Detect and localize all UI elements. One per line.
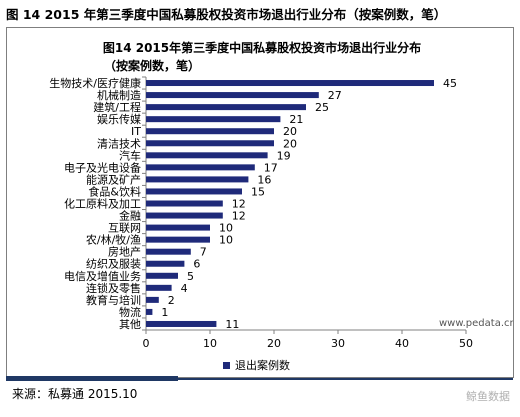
category-label: 汽车 — [119, 148, 141, 162]
category-label: 房地产 — [108, 245, 141, 259]
x-tick-label: 50 — [459, 337, 473, 350]
data-label: 2 — [168, 294, 175, 307]
category-label: 娱乐传媒 — [97, 112, 141, 126]
data-label: 12 — [232, 210, 246, 223]
bar — [146, 152, 268, 159]
category-label: 金融 — [119, 209, 141, 223]
category-label: 电信及增值业务 — [64, 269, 141, 283]
data-label: 45 — [443, 77, 457, 90]
legend-label: 退出案例数 — [235, 358, 290, 372]
data-label: 1 — [161, 306, 168, 319]
watermark-text: 鲸鱼数据 — [466, 390, 510, 403]
category-label: IT — [131, 125, 141, 138]
category-label: 机械制造 — [97, 88, 141, 102]
bar — [146, 236, 210, 243]
category-label: 化工原料及加工 — [64, 197, 141, 211]
category-label: 清洁技术 — [97, 137, 141, 150]
category-label: 农/林/牧/渔 — [86, 233, 141, 247]
chart-subtitle: （按案例数，笔） — [104, 58, 200, 73]
x-tick-labels: 0 10 20 30 40 50 — [143, 337, 474, 350]
bar — [146, 308, 153, 315]
data-label: 5 — [187, 270, 194, 283]
data-label: 4 — [181, 282, 188, 295]
bar — [146, 92, 319, 99]
data-label: 20 — [283, 125, 297, 138]
bar — [146, 224, 210, 231]
source-divider — [178, 378, 513, 380]
data-label: 19 — [277, 149, 291, 162]
bar — [146, 164, 255, 171]
bar — [146, 140, 274, 147]
bar — [146, 296, 159, 303]
category-label: 食品&饮料 — [88, 184, 141, 198]
chart-title: 图14 2015年第三季度中国私募股权投资市场退出行业分布 — [103, 40, 421, 55]
category-label: 物流 — [119, 305, 141, 319]
chart-watermark: www.pedata.cn — [439, 318, 513, 329]
category-labels: 生物技术/医疗健康机械制造建筑/工程娱乐传媒IT清洁技术汽车电子及光电设备能源及… — [49, 76, 141, 331]
source-note: 来源：私募通 2015.10 — [12, 387, 138, 401]
category-label: 连锁及零售 — [86, 281, 141, 295]
data-label: 21 — [289, 113, 303, 126]
chart-frame: 图14 2015年第三季度中国私募股权投资市场退出行业分布 （按案例数，笔） 生… — [6, 27, 514, 378]
data-label: 10 — [219, 222, 233, 235]
category-label: 纺织及服装 — [86, 257, 141, 271]
x-tick-label: 30 — [331, 337, 345, 350]
bar — [146, 248, 191, 255]
figure-caption: 图 14 2015 年第三季度中国私募股权投资市场退出行业分布（按案例数，笔） — [6, 7, 447, 22]
category-label: 其他 — [119, 318, 141, 331]
x-tick-label: 0 — [143, 337, 150, 350]
source-accent-bar — [6, 376, 178, 381]
category-label: 建筑/工程 — [93, 100, 141, 114]
data-label: 27 — [328, 89, 342, 102]
data-label: 20 — [283, 137, 297, 150]
bar — [146, 80, 434, 87]
bar — [146, 272, 178, 279]
category-label: 电子及光电设备 — [64, 160, 141, 174]
bar — [146, 104, 306, 111]
bar — [146, 200, 223, 207]
x-tick-label: 10 — [203, 337, 217, 350]
bar — [146, 260, 185, 267]
data-label: 25 — [315, 101, 329, 114]
data-label: 11 — [225, 318, 239, 331]
data-label: 7 — [200, 246, 207, 259]
x-tick-label: 40 — [395, 337, 409, 350]
data-label: 16 — [257, 173, 271, 186]
bar — [146, 188, 242, 195]
bar — [146, 116, 281, 123]
legend: 退出案例数 — [223, 358, 290, 372]
bar — [146, 128, 274, 135]
bar — [146, 284, 172, 291]
data-label: 10 — [219, 234, 233, 247]
data-label: 15 — [251, 185, 265, 198]
x-tick-label: 20 — [267, 337, 281, 350]
bar — [146, 320, 217, 327]
category-label: 教育与培训 — [86, 293, 141, 307]
category-label: 互联网 — [108, 222, 141, 235]
bar-chart: 图14 2015年第三季度中国私募股权投资市场退出行业分布 （按案例数，笔） 生… — [49, 40, 513, 372]
bars — [146, 80, 434, 327]
data-label: 6 — [193, 258, 200, 271]
category-label: 能源及矿产 — [86, 172, 141, 186]
legend-swatch — [223, 362, 230, 369]
data-label: 17 — [264, 161, 278, 174]
data-label: 12 — [232, 198, 246, 211]
bar — [146, 212, 223, 219]
bar — [146, 176, 249, 183]
category-label: 生物技术/医疗健康 — [49, 76, 141, 90]
